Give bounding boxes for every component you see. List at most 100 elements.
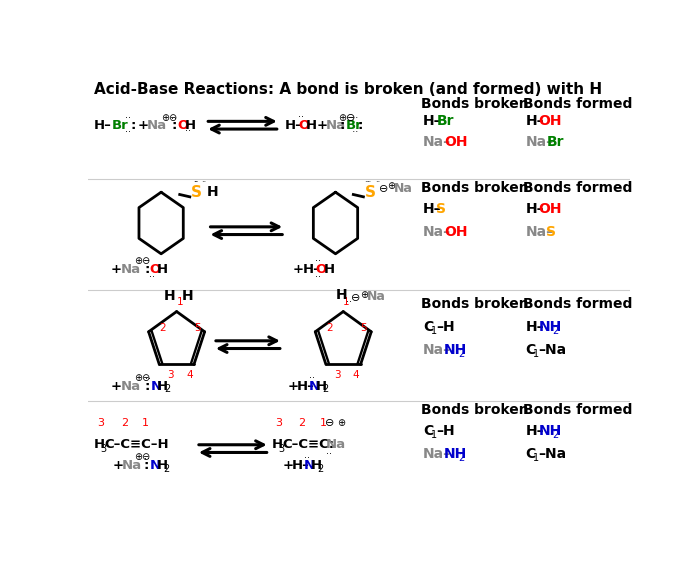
Text: ··: ·· [298,113,304,122]
Text: 2: 2 [458,453,464,463]
Text: +: + [138,118,149,132]
Text: N: N [304,459,315,472]
Text: 1: 1 [533,453,539,463]
Text: ··: ·· [202,178,206,187]
Text: H: H [311,459,322,472]
Text: C–C≡C:: C–C≡C: [283,438,335,451]
Text: Br: Br [546,135,564,149]
Text: –H: –H [436,424,455,438]
Text: ⊖: ⊖ [351,293,360,302]
Text: Na–: Na– [423,343,452,357]
Text: S: S [365,185,376,200]
Text: ··: ·· [315,256,321,266]
Text: H: H [164,289,176,303]
Text: Bonds formed: Bonds formed [523,297,632,311]
Text: H: H [272,438,283,451]
Text: ··: ·· [172,114,177,124]
Text: :: : [340,118,344,132]
Text: H: H [316,380,328,393]
Text: H–: H– [423,202,442,216]
Text: C: C [526,343,536,357]
Text: Na–: Na– [526,135,554,149]
Text: H: H [207,185,218,199]
Text: H: H [94,438,105,451]
Text: 2: 2 [160,323,166,333]
Text: N: N [150,459,160,472]
Text: –Na: –Na [538,343,567,357]
Text: ··: ·· [144,454,150,463]
Text: ⊕⊖: ⊕⊖ [134,256,150,266]
Text: ··: ·· [144,256,150,266]
Text: :: : [144,380,150,393]
Text: ··: ·· [304,453,309,463]
Text: S: S [546,225,556,239]
Text: H–: H– [284,118,302,132]
Text: ⊖: ⊖ [346,113,355,122]
Text: ··: ·· [364,178,370,187]
Text: :: : [144,263,150,275]
Text: C: C [423,320,433,334]
Text: Br: Br [111,118,128,132]
Text: ⊖: ⊖ [379,184,389,194]
Text: Na: Na [121,380,141,393]
Text: S: S [190,185,202,200]
Text: Acid-Base Reactions: A bond is broken (and formed) with H: Acid-Base Reactions: A bond is broken (a… [94,82,602,97]
Text: 2: 2 [163,463,169,474]
Text: ⊕: ⊕ [337,418,345,428]
Text: ⊕⊖: ⊕⊖ [134,452,150,462]
Text: 5: 5 [194,323,200,333]
Text: ··: ·· [366,178,372,187]
Text: H: H [185,118,196,132]
Text: Bonds formed: Bonds formed [523,181,632,196]
Text: Na–: Na– [423,447,452,461]
Text: H–: H– [423,114,442,128]
Text: 1: 1 [430,326,437,336]
Text: Br: Br [436,114,454,128]
Text: 2: 2 [458,349,464,359]
Text: +: + [316,118,327,132]
Text: 3: 3 [100,443,106,454]
Text: –Na: –Na [538,447,567,461]
Text: OH: OH [538,114,562,128]
Text: Na: Na [367,290,386,302]
Text: ··: ·· [193,178,199,187]
Text: 2: 2 [121,418,128,428]
Text: OH: OH [538,202,562,216]
Text: H–: H– [526,320,544,334]
Text: C–C≡C–H: C–C≡C–H [104,438,169,451]
Text: O: O [315,263,327,275]
Text: H: H [324,263,335,275]
Text: H: H [181,289,193,303]
Text: +: + [283,459,294,472]
Text: H: H [306,118,317,132]
Text: Na–: Na– [423,135,452,149]
Text: +: + [293,263,304,275]
Text: Na–: Na– [526,225,554,239]
Text: NH: NH [444,343,468,357]
Text: 1: 1 [430,430,437,440]
Text: 3: 3 [334,370,340,380]
Text: O: O [150,263,161,275]
Text: Na: Na [147,118,167,132]
Text: N: N [309,380,321,393]
Text: ··: ·· [346,113,358,122]
Text: OH: OH [444,135,468,149]
Text: H–: H– [526,114,544,128]
Text: ··: ·· [315,272,321,282]
Text: ··: ·· [346,297,352,307]
Text: ··: ·· [125,127,131,137]
Text: Na: Na [326,438,346,451]
Text: 2: 2 [552,326,559,336]
Text: H–: H– [291,459,309,472]
Text: Na: Na [326,118,346,132]
Text: O: O [177,118,189,132]
Text: 5: 5 [360,323,367,333]
Text: ··: ·· [309,374,315,384]
Text: ··: ·· [125,113,131,123]
Text: ⊕⊖: ⊕⊖ [161,113,177,122]
Text: 2: 2 [552,430,559,440]
Text: ··: ·· [150,272,155,282]
Text: ··: ·· [193,178,198,187]
Text: Bonds formed: Bonds formed [523,97,632,110]
Text: 1: 1 [343,297,350,306]
